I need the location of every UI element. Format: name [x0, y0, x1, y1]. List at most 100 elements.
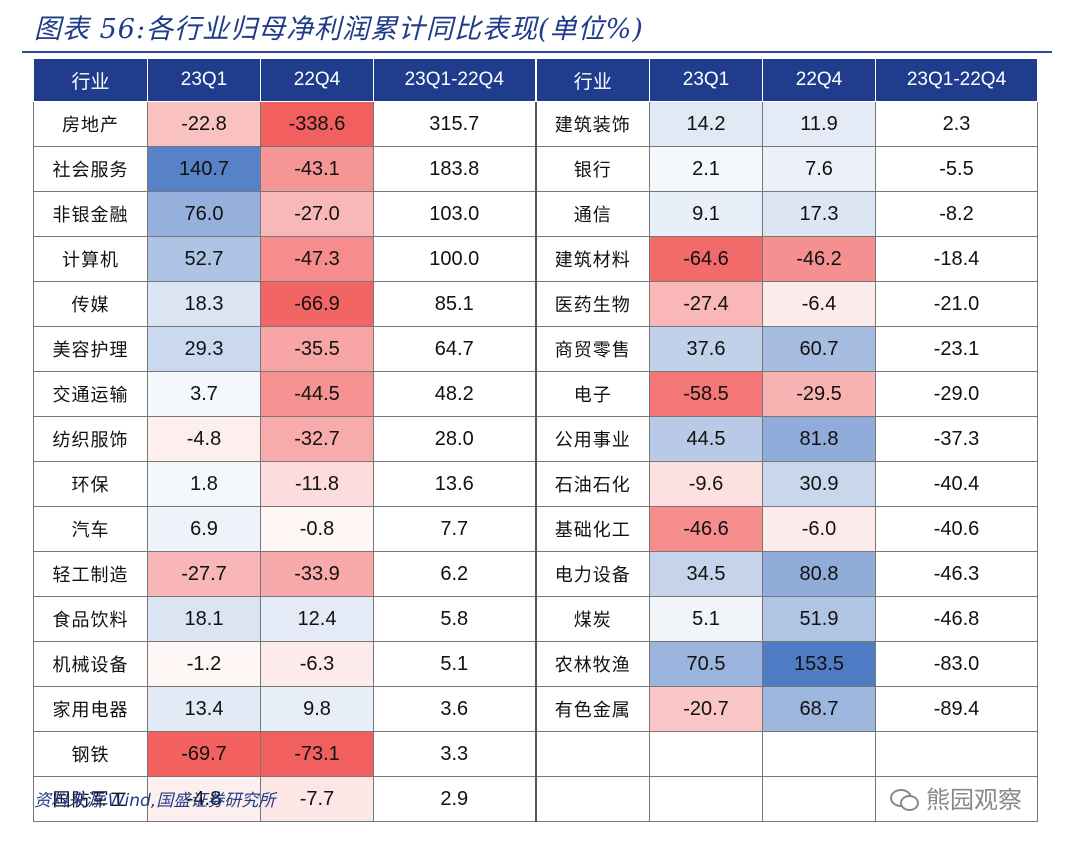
industry-name-cell: 国防军工 — [33, 776, 148, 822]
value-22q4-cell: 12.4 — [260, 596, 374, 642]
value-diff-cell: 183.8 — [373, 146, 536, 192]
value-diff-cell: 2.9 — [373, 776, 536, 822]
data-table-container: 行业 23Q1 22Q4 23Q1-22Q4 行业 23Q1 22Q4 23Q1… — [33, 58, 1038, 822]
value-diff-cell: 2.3 — [875, 101, 1038, 147]
value-23q1-cell: -64.6 — [649, 236, 763, 282]
industry-name-cell: 社会服务 — [33, 146, 148, 192]
table-row: 房地产 -22.8 -338.6 315.7 建筑装饰 14.2 11.9 2.3 — [33, 101, 1038, 147]
value-diff-cell: -23.1 — [875, 326, 1038, 372]
value-diff-cell: 315.7 — [373, 101, 536, 147]
value-23q1-cell: 3.7 — [147, 371, 261, 417]
value-22q4-cell: -6.3 — [260, 641, 374, 687]
title-divider — [22, 51, 1052, 53]
industry-name-cell: 石油石化 — [534, 461, 650, 507]
industry-name-cell: 机械设备 — [33, 641, 148, 687]
industry-name-cell: 公用事业 — [534, 416, 650, 462]
industry-name-cell: 电力设备 — [534, 551, 650, 597]
watermark: 熊园观察 — [890, 780, 1022, 815]
value-22q4-cell: -46.2 — [762, 236, 876, 282]
value-22q4-cell: -6.0 — [762, 506, 876, 552]
value-diff-cell: 13.6 — [373, 461, 536, 507]
value-diff-cell: -83.0 — [875, 641, 1038, 687]
value-22q4-cell: -73.1 — [260, 731, 374, 777]
table-row: 交通运输 3.7 -44.5 48.2 电子 -58.5 -29.5 -29.0 — [33, 371, 1038, 417]
header-row: 行业 23Q1 22Q4 23Q1-22Q4 行业 23Q1 22Q4 23Q1… — [33, 58, 1038, 102]
value-22q4-cell: -35.5 — [260, 326, 374, 372]
page-title: 图表 56:各行业归母净利润累计同比表现(单位%) — [34, 14, 644, 45]
value-23q1-cell: 14.2 — [649, 101, 763, 147]
industry-name-cell: 通信 — [534, 191, 650, 237]
value-23q1-cell: 52.7 — [147, 236, 261, 282]
table-row: 计算机 52.7 -47.3 100.0 建筑材料 -64.6 -46.2 -18.4 — [33, 236, 1038, 282]
value-23q1-cell: 18.3 — [147, 281, 261, 327]
header-diff-right: 23Q1-22Q4 — [875, 58, 1038, 102]
header-22q4-right: 22Q4 — [762, 58, 876, 102]
value-22q4-cell: 7.6 — [762, 146, 876, 192]
table-row: 纺织服饰 -4.8 -32.7 28.0 公用事业 44.5 81.8 -37.3 — [33, 416, 1038, 462]
header-23q1-right: 23Q1 — [649, 58, 763, 102]
industry-name-cell: 轻工制造 — [33, 551, 148, 597]
value-23q1-cell: -58.5 — [649, 371, 763, 417]
table-row: 机械设备 -1.2 -6.3 5.1 农林牧渔 70.5 153.5 -83.0 — [33, 641, 1038, 687]
value-23q1-cell: -27.4 — [649, 281, 763, 327]
value-23q1-cell — [649, 731, 763, 777]
industry-name-cell: 食品饮料 — [33, 596, 148, 642]
table-row: 传媒 18.3 -66.9 85.1 医药生物 -27.4 -6.4 -21.0 — [33, 281, 1038, 327]
value-diff-cell: -89.4 — [875, 686, 1038, 732]
value-23q1-cell: 76.0 — [147, 191, 261, 237]
value-22q4-cell: 80.8 — [762, 551, 876, 597]
value-23q1-cell: -27.7 — [147, 551, 261, 597]
value-22q4-cell: 60.7 — [762, 326, 876, 372]
table-row: 环保 1.8 -11.8 13.6 石油石化 -9.6 30.9 -40.4 — [33, 461, 1038, 507]
value-22q4-cell: -6.4 — [762, 281, 876, 327]
table-row: 美容护理 29.3 -35.5 64.7 商贸零售 37.6 60.7 -23.1 — [33, 326, 1038, 372]
value-diff-cell: -40.6 — [875, 506, 1038, 552]
header-22q4-left: 22Q4 — [260, 58, 374, 102]
value-diff-cell: 3.6 — [373, 686, 536, 732]
value-diff-cell: 3.3 — [373, 731, 536, 777]
value-22q4-cell: -11.8 — [260, 461, 374, 507]
value-22q4-cell: 11.9 — [762, 101, 876, 147]
value-23q1-cell: -22.8 — [147, 101, 261, 147]
header-23q1-left: 23Q1 — [147, 58, 261, 102]
value-22q4-cell: 68.7 — [762, 686, 876, 732]
industry-name-cell: 建筑装饰 — [534, 101, 650, 147]
value-23q1-cell: -20.7 — [649, 686, 763, 732]
table-body: 房地产 -22.8 -338.6 315.7 建筑装饰 14.2 11.9 2.3 社会服务 14… — [33, 101, 1038, 822]
industry-name-cell: 建筑材料 — [534, 236, 650, 282]
value-22q4-cell: 30.9 — [762, 461, 876, 507]
profit-growth-table: 行业 23Q1 22Q4 23Q1-22Q4 行业 23Q1 22Q4 23Q1… — [33, 58, 1038, 822]
industry-name-cell: 钢铁 — [33, 731, 148, 777]
value-23q1-cell: -69.7 — [147, 731, 261, 777]
header-diff-left: 23Q1-22Q4 — [373, 58, 536, 102]
value-23q1-cell: 1.8 — [147, 461, 261, 507]
value-23q1-cell: 70.5 — [649, 641, 763, 687]
value-22q4-cell: 17.3 — [762, 191, 876, 237]
industry-name-cell: 纺织服饰 — [33, 416, 148, 462]
value-diff-cell: 103.0 — [373, 191, 536, 237]
table-row: 食品饮料 18.1 12.4 5.8 煤炭 5.1 51.9 -46.8 — [33, 596, 1038, 642]
value-22q4-cell: -27.0 — [260, 191, 374, 237]
value-23q1-cell: 5.1 — [649, 596, 763, 642]
value-23q1-cell: 9.1 — [649, 191, 763, 237]
industry-name-cell: 传媒 — [33, 281, 148, 327]
value-22q4-cell: -32.7 — [260, 416, 374, 462]
value-22q4-cell: -47.3 — [260, 236, 374, 282]
value-diff-cell: -21.0 — [875, 281, 1038, 327]
value-diff-cell: -46.8 — [875, 596, 1038, 642]
value-23q1-cell: 140.7 — [147, 146, 261, 192]
value-23q1-cell: -4.8 — [147, 416, 261, 462]
value-22q4-cell: -7.7 — [260, 776, 374, 822]
value-22q4-cell: -66.9 — [260, 281, 374, 327]
value-23q1-cell: 44.5 — [649, 416, 763, 462]
value-23q1-cell: 18.1 — [147, 596, 261, 642]
industry-name-cell: 房地产 — [33, 101, 148, 147]
value-23q1-cell: 6.9 — [147, 506, 261, 552]
industry-name-cell: 煤炭 — [534, 596, 650, 642]
value-22q4-cell: -0.8 — [260, 506, 374, 552]
value-diff-cell: -37.3 — [875, 416, 1038, 462]
industry-name-cell: 基础化工 — [534, 506, 650, 552]
value-diff-cell: 28.0 — [373, 416, 536, 462]
value-22q4-cell: -43.1 — [260, 146, 374, 192]
value-22q4-cell: -338.6 — [260, 101, 374, 147]
